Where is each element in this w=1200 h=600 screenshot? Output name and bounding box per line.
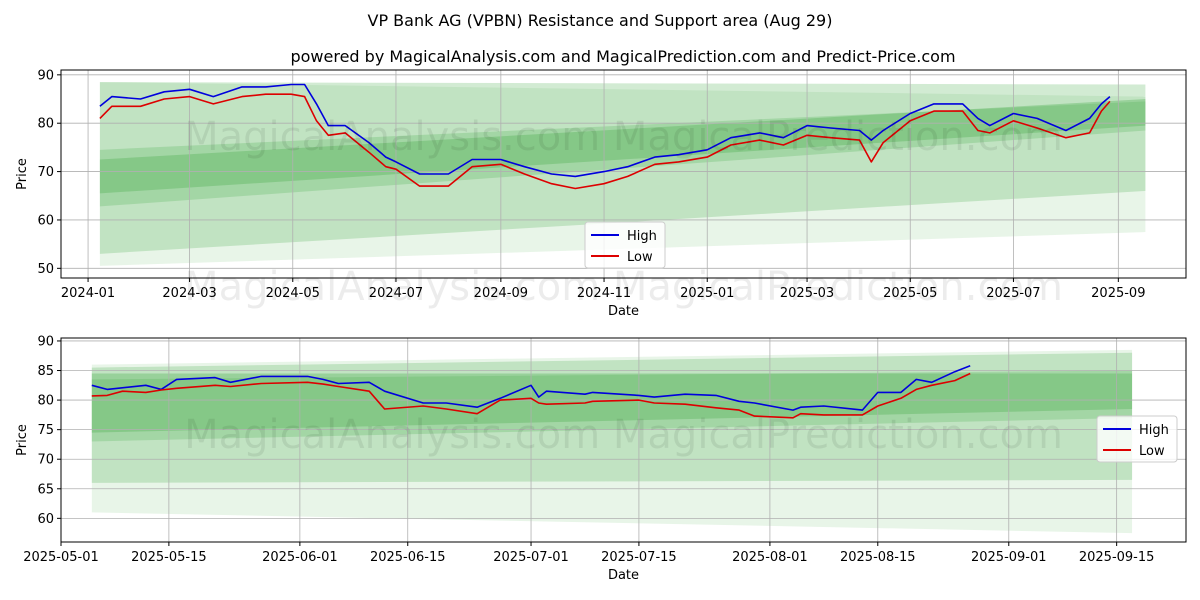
support-resistance-band [99, 99, 1146, 194]
y-tick-label: 90 [37, 334, 54, 349]
x-tick-label: 2024-09 [474, 286, 528, 301]
y-axis-label: Price [15, 158, 30, 190]
series-line-high [99, 83, 1111, 178]
series-line-low [99, 93, 1111, 190]
x-tick-label: 2025-05 [883, 286, 937, 301]
support-resistance-band [91, 352, 1133, 483]
x-tick-label: 2025-01 [680, 286, 734, 301]
x-tick-label: 2024-07 [369, 286, 423, 301]
x-tick-label: 2025-03 [780, 286, 834, 301]
y-tick-label: 90 [37, 68, 54, 83]
chart-subtitle: powered by MagicalAnalysis.com and Magic… [290, 47, 955, 66]
x-tick-label: 2025-07 [986, 286, 1040, 301]
x-tick-label: 2024-11 [577, 286, 631, 301]
y-tick-label: 70 [37, 165, 54, 180]
legend-label-low: Low [627, 250, 653, 265]
x-tick-label: 2025-09-01 [971, 550, 1047, 565]
y-axis-label: Price [15, 424, 30, 456]
series-line-high [91, 365, 971, 411]
y-tick-label: 70 [37, 453, 54, 468]
legend: High Low [1096, 415, 1178, 463]
chart-title: VP Bank AG (VPBN) Resistance and Support… [368, 11, 833, 30]
x-tick-label: 2025-05-15 [131, 550, 207, 565]
x-tick-label: 2024-03 [162, 286, 216, 301]
x-tick-label: 2025-07-01 [493, 550, 569, 565]
y-tick-label: 75 [37, 423, 54, 438]
x-tick-label: 2025-09-15 [1079, 550, 1155, 565]
plot-area [61, 70, 1186, 278]
watermark: MagicalAnalysis.com MagicalPrediction.co… [184, 114, 1063, 160]
x-tick-label: 2025-06-01 [262, 550, 338, 565]
y-tick-label: 65 [37, 482, 54, 497]
plot-area [61, 338, 1186, 542]
y-tick-label: 50 [37, 262, 54, 277]
series-line-low [91, 372, 971, 419]
watermark: MagicalAnalysis.com MagicalPrediction.co… [184, 264, 1063, 310]
plot-frame [60, 337, 1187, 543]
y-tick-label: 80 [37, 117, 54, 132]
x-axis-label: Date [608, 304, 639, 319]
x-tick-label: 2025-09 [1091, 286, 1145, 301]
plot-frame [60, 69, 1187, 279]
x-tick-label: 2024-01 [61, 286, 115, 301]
x-axis-label: Date [608, 568, 639, 583]
x-tick-label: 2025-08-15 [840, 550, 916, 565]
y-tick-label: 85 [37, 364, 54, 379]
x-tick-label: 2025-06-15 [370, 550, 446, 565]
bottom-chart-panel: MagicalAnalysis.com MagicalPrediction.co… [15, 334, 1187, 583]
legend: High Low [584, 221, 666, 269]
top-chart-panel: MagicalAnalysis.com MagicalPrediction.co… [15, 68, 1187, 319]
x-tick-label: 2024-05 [266, 286, 320, 301]
legend-label-low: Low [1139, 444, 1165, 459]
x-tick-label: 2025-07-15 [601, 550, 677, 565]
y-tick-label: 60 [37, 512, 54, 527]
legend-label-high: High [1139, 423, 1169, 438]
x-tick-label: 2025-05-01 [23, 550, 99, 565]
support-resistance-band [99, 101, 1146, 207]
watermark: MagicalAnalysis.com MagicalPrediction.co… [184, 412, 1063, 458]
y-tick-label: 80 [37, 394, 54, 409]
support-resistance-band [91, 349, 1133, 534]
legend-label-high: High [627, 229, 657, 244]
x-tick-label: 2025-08-01 [732, 550, 808, 565]
y-tick-label: 60 [37, 213, 54, 228]
